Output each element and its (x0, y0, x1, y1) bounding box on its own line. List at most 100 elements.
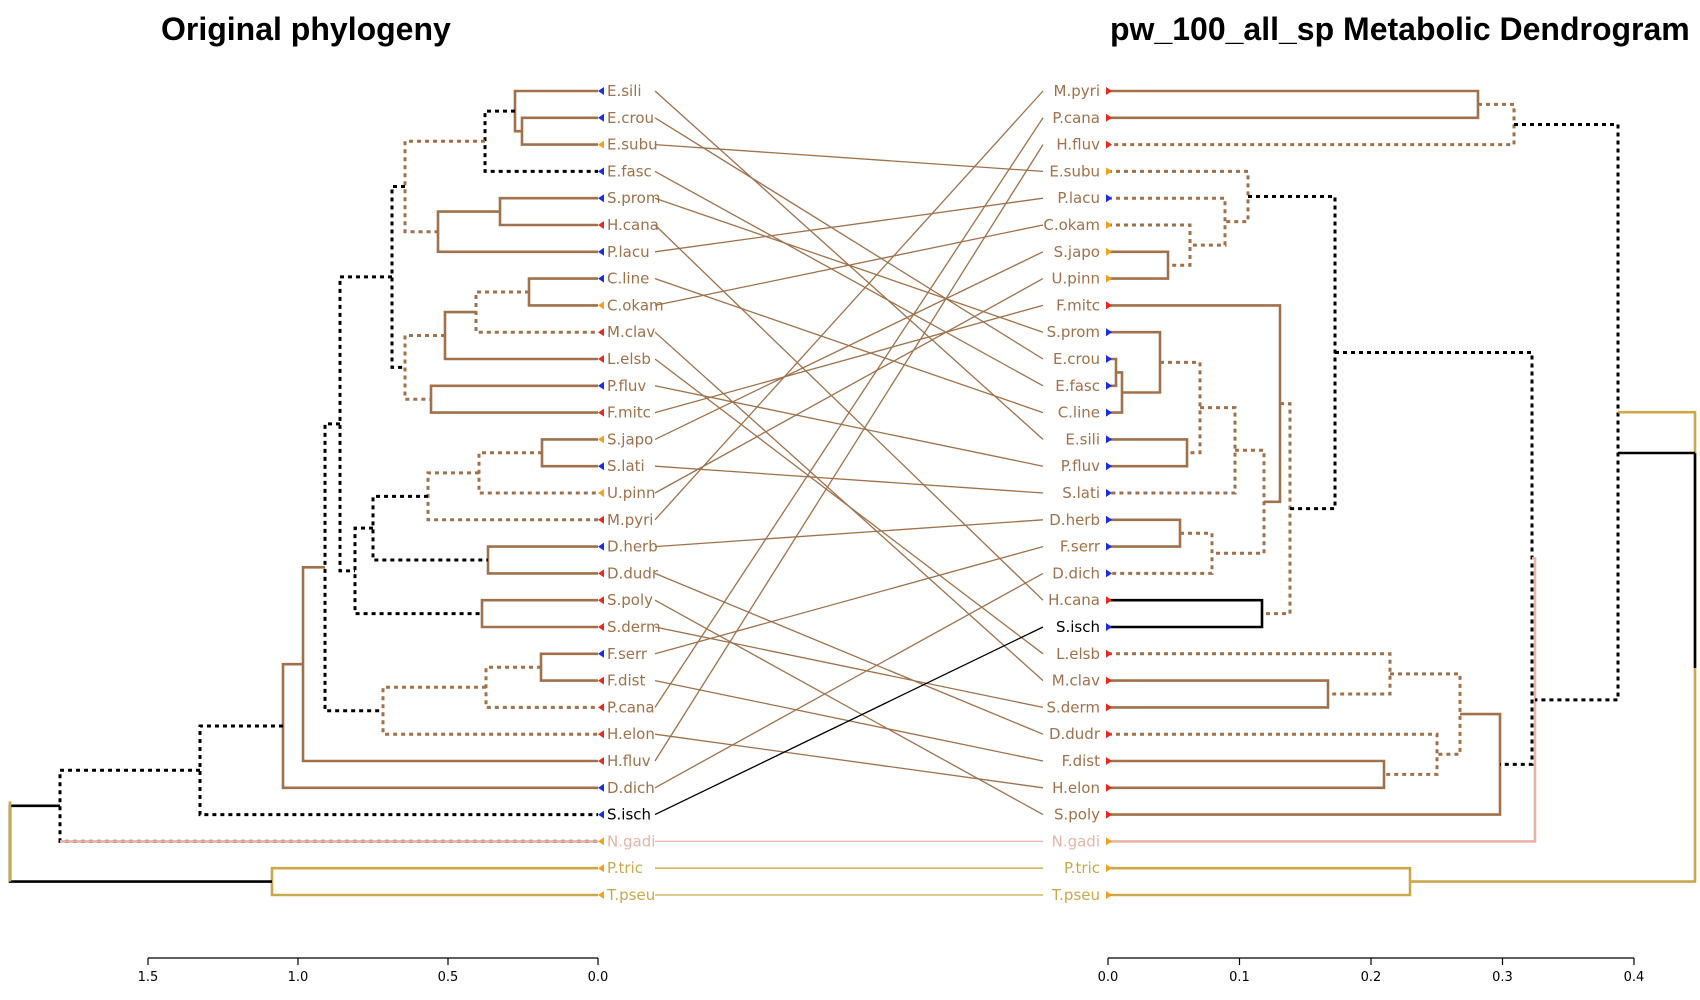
tip-marker-icon (1106, 837, 1112, 846)
tip-marker-icon (598, 837, 604, 846)
tip-marker-icon (598, 569, 604, 578)
connector-line (654, 545, 1044, 655)
tip-marker-icon (1106, 247, 1112, 256)
leaf-label: S.japo (1054, 243, 1100, 261)
connector-line (654, 143, 1044, 173)
leaf-label: E.sili (1065, 430, 1100, 448)
leaf-label: E.crou (1053, 350, 1100, 368)
tip-marker-icon (1106, 703, 1112, 712)
leaf-label: S.lati (607, 457, 645, 475)
connector-line (654, 144, 1044, 762)
tree-branch (353, 526, 482, 616)
tip-marker-icon (598, 355, 604, 363)
tip-marker-icon (598, 864, 604, 873)
leaf-label: C.line (607, 270, 649, 288)
tip-marker-icon (598, 247, 604, 256)
connector-lines (654, 90, 1044, 896)
connector-line (654, 465, 1044, 494)
tree-branch (1335, 351, 1534, 766)
leaf-label: S.lati (1062, 484, 1100, 502)
leaf-label: C.okam (607, 296, 664, 314)
connector-line (654, 170, 1044, 387)
tree-branch (403, 139, 485, 234)
right-title: pw_100_all_sp Metabolic Dendrogram (1110, 11, 1690, 47)
leaf-label: D.herb (607, 538, 658, 556)
connector-line (654, 385, 1044, 467)
tree-branch (1514, 123, 1620, 702)
tree-branch (323, 422, 383, 713)
tree-branch (1108, 223, 1192, 267)
tip-marker-icon (1106, 623, 1112, 631)
tree-branch (58, 768, 598, 843)
leaf-label: F.mitc (607, 404, 651, 422)
tip-marker-icon (598, 757, 604, 765)
tree-branch (539, 652, 598, 682)
axis-tick-label: 0.0 (588, 970, 609, 985)
connector-line (654, 224, 1044, 307)
leaf-label: S.japo (607, 430, 653, 448)
tip-marker-icon (598, 87, 604, 95)
tip-marker-icon (598, 783, 604, 792)
tip-marker-icon (1106, 355, 1112, 363)
tip-marker-icon (598, 462, 604, 471)
tree-branch (480, 598, 598, 629)
axis-tick-label: 0.5 (438, 970, 459, 985)
tree-branch (498, 196, 598, 227)
tree-branch (1108, 732, 1439, 776)
tree-branch (301, 566, 598, 763)
leaf-label: E.fasc (1055, 377, 1100, 395)
tree-branch (443, 310, 598, 361)
tip-marker-icon (1106, 435, 1112, 444)
tree-branch (1108, 679, 1330, 709)
tip-marker-icon (1106, 864, 1112, 873)
tree-branch (1160, 360, 1202, 455)
right-leaf-labels: M.pyri P.cana H.fluv E.subu P.lacu C.okam S.ja… (1043, 82, 1112, 904)
leaf-label: F.serr (607, 645, 648, 663)
axis-tick-label: 0.2 (1361, 970, 1382, 985)
leaf-label: E.subu (607, 136, 658, 154)
tip-marker-icon (1106, 891, 1112, 899)
leaf-label: S.poly (607, 591, 653, 609)
leaf-label: P.fluv (607, 377, 646, 395)
tip-marker-icon (1106, 462, 1112, 471)
tip-marker-icon (598, 167, 604, 176)
tip-marker-icon (1106, 167, 1112, 176)
tip-marker-icon (1106, 569, 1112, 578)
tree-branch (1262, 402, 1292, 616)
tip-marker-icon (598, 596, 604, 605)
tree-branch (1212, 448, 1266, 555)
leaf-label: H.fluv (607, 752, 651, 770)
leaf-label: D.dich (1052, 564, 1100, 582)
connector-line (654, 358, 1044, 655)
tip-marker-icon (598, 810, 604, 819)
tip-marker-icon (598, 730, 604, 739)
leaf-label: M.clav (1052, 672, 1100, 690)
tip-marker-icon (1106, 194, 1112, 203)
connector-line (654, 117, 1044, 360)
tip-marker-icon (598, 515, 604, 524)
left-axis: 1.5 1.0 0.5 0.0 (138, 957, 609, 985)
tree-branch (281, 662, 598, 790)
axis-tick-label: 0.1 (1229, 970, 1250, 985)
tip-marker-icon (598, 435, 604, 444)
leaf-label: S.derm (607, 618, 661, 636)
tip-marker-icon (598, 891, 604, 899)
axis-tick-label: 0.0 (1098, 970, 1119, 985)
connector-line (654, 278, 1044, 494)
leaf-label: E.sili (607, 82, 642, 100)
tree-branch (527, 277, 598, 307)
tip-marker-icon (1106, 730, 1112, 739)
leaf-label: U.pinn (607, 484, 655, 502)
leaf-label: P.lacu (1057, 189, 1100, 207)
tip-marker-icon (1106, 408, 1112, 417)
tree-branch (338, 275, 392, 573)
leaf-label: S.poly (1054, 806, 1100, 824)
leaf-label: E.crou (607, 109, 654, 127)
tree-branch (1108, 866, 1412, 897)
leaf-label: C.okam (1043, 216, 1100, 234)
tip-marker-icon (598, 623, 604, 631)
tree-branch (8, 804, 272, 883)
tip-marker-icon (1106, 515, 1112, 524)
axis-tick-label: 0.4 (1624, 970, 1645, 985)
tree-branch (1108, 169, 1250, 224)
